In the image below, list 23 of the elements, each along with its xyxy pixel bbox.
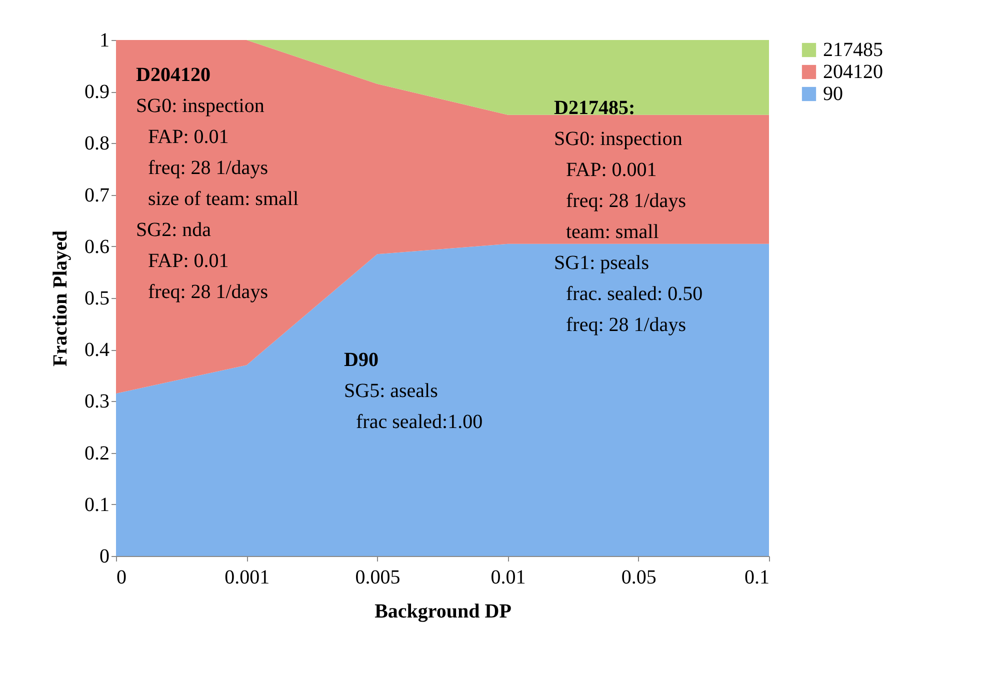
- legend-label: 90: [823, 83, 843, 105]
- x-axis-title: Background DP: [374, 600, 512, 622]
- x-tick-label: 0.05: [621, 566, 656, 588]
- annotation: D204120 SG0: inspection FAP: 0.01 freq: 28 1/days size of team: small SG2: nda FAP: 0.01 freq: 28 1/days: [136, 64, 299, 303]
- y-tick-label: 0.1: [84, 494, 110, 516]
- y-tick-label: 0.6: [84, 236, 110, 258]
- y-tick-label: 0.9: [84, 81, 110, 104]
- y-tick-label: 0.7: [84, 184, 110, 206]
- x-tick-label: 0: [116, 566, 126, 588]
- x-tick-label: 0.001: [224, 566, 270, 588]
- legend-label: 217485: [823, 39, 883, 61]
- y-tick-label: 0.8: [84, 132, 110, 155]
- y-tick-label: 0.3: [84, 390, 110, 413]
- x-tick-label: 0.1: [744, 566, 770, 588]
- y-tick-label: 0.5: [84, 288, 110, 310]
- x-tick-label: 0.005: [355, 566, 400, 588]
- y-tick-label: 1: [100, 30, 110, 52]
- y-tick-label: 0.2: [84, 442, 110, 464]
- x-tick-label: 0.01: [490, 566, 526, 588]
- legend-label: 204120: [823, 61, 883, 83]
- y-tick-label: 0: [100, 546, 110, 568]
- y-tick-label: 0.4: [84, 339, 110, 362]
- y-axis-title: Fraction Played: [50, 230, 72, 367]
